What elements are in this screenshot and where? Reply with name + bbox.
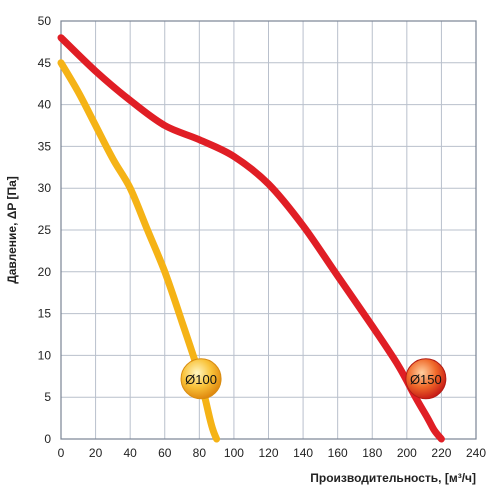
y-tick-label: 25 (38, 223, 52, 237)
y-tick-label: 35 (38, 139, 52, 153)
x-tick-label: 120 (258, 446, 278, 460)
series-badge-2 (405, 358, 447, 400)
series-labels: Ø100 Ø150 (180, 358, 447, 400)
x-tick-label: 220 (431, 446, 451, 460)
x-tick-label: 20 (89, 446, 103, 460)
x-tick-label: 200 (397, 446, 417, 460)
series-badge-1 (180, 358, 222, 400)
y-tick-label: 15 (38, 307, 52, 321)
x-tick-label: 160 (328, 446, 348, 460)
series-lines (57, 34, 445, 443)
x-tick-label: 240 (466, 446, 486, 460)
y-tick-label: 5 (44, 390, 51, 404)
y-tick-label: 20 (38, 265, 52, 279)
x-tick-label: 80 (193, 446, 207, 460)
grid (60, 20, 477, 440)
series-name-1: Ø100 (185, 372, 217, 387)
x-tick-label: 0 (58, 446, 65, 460)
series-line-1 (57, 59, 221, 443)
y-tick-label: 40 (38, 98, 52, 112)
x-tick-label: 180 (362, 446, 382, 460)
plot-frame (60, 20, 477, 440)
x-tick-label: 40 (123, 446, 137, 460)
y-axis-ticks: 0 5 10 15 20 25 30 35 40 45 50 (38, 14, 52, 446)
x-tick-label: 140 (293, 446, 313, 460)
x-axis-ticks: 0 20 40 60 80 100 120 140 160 180 200 220 240 (58, 446, 487, 460)
x-axis-label: Производительность, [м³/ч] (310, 471, 476, 485)
x-tick-label: 60 (158, 446, 172, 460)
series-name-2: Ø150 (410, 372, 442, 387)
y-tick-label: 30 (38, 181, 52, 195)
y-axis-label: Давление, ΔP [Па] (5, 176, 19, 284)
y-tick-label: 45 (38, 56, 52, 70)
y-tick-label: 50 (38, 14, 52, 28)
y-tick-label: 0 (44, 432, 51, 446)
x-tick-label: 100 (224, 446, 244, 460)
y-tick-label: 10 (38, 348, 52, 362)
series-line-2 (57, 34, 445, 443)
